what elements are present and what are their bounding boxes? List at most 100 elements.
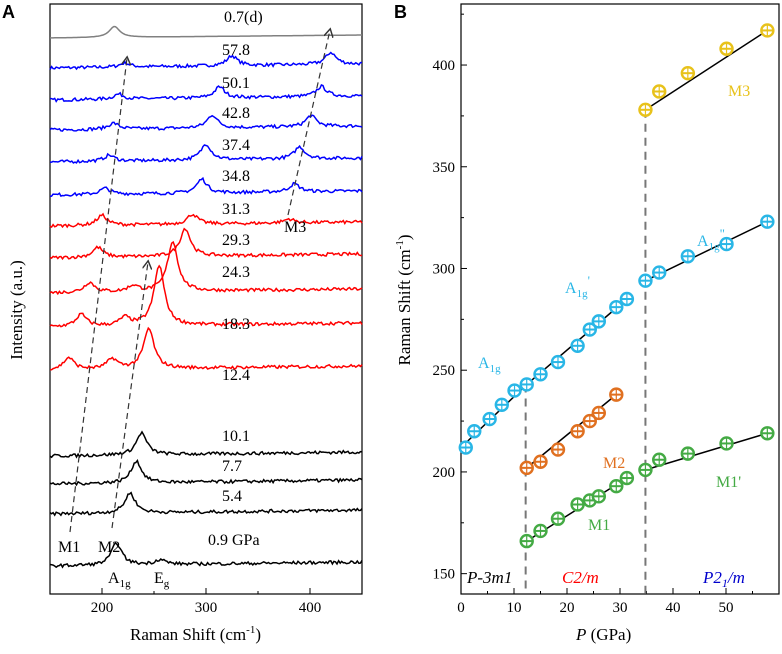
panel-a-x-ticks: 200 300 400 [49,588,363,616]
point-a1g [550,354,566,370]
point-a1g [680,249,696,264]
annot-a1g-base: A [108,570,120,587]
point-m1 [638,462,653,478]
spectrum-37-4 [49,144,363,164]
phase-p21m-end: /m [727,568,745,587]
b-ytick-label: 400 [433,58,456,74]
point-m2 [591,405,606,421]
phase-p21m-base: P2 [702,568,722,587]
spectrum-5-4 [49,491,363,517]
a-xtick-label: 300 [195,600,218,616]
b-ytick-label: 200 [433,465,456,481]
pressure-label: 57.8 [222,42,250,59]
panel-b-ylabel: Raman Shift (cm-1) [394,235,414,366]
label-a1g-prime-sub: 1g [577,288,589,300]
point-a1g [507,383,522,398]
spectrum-24-3 [49,240,363,296]
label-a1g-base: A [478,355,490,372]
panel-a-xlabel-sup: -1 [246,624,255,636]
pressure-label: 0.9 GPa [208,532,260,549]
spectrum-18-3 [49,264,363,328]
pressure-label: 29.3 [222,232,250,249]
panel-b-ylabel-end: ) [395,235,414,241]
point-a1g [494,397,510,412]
b-ytick-label: 250 [433,363,456,379]
point-m1 [652,452,667,467]
pressure-label: 42.8 [222,105,250,122]
point-a1g [482,411,497,427]
point-m1 [591,489,606,504]
b-ytick-label: 350 [433,160,456,176]
label-a1g-sub: 1g [490,363,502,375]
spectrum-0-7-d- [50,25,362,39]
a-xtick-label: 400 [299,600,322,616]
label-a1g-prime: A1g' [565,273,590,300]
point-m3 [719,41,734,56]
point-a1g [533,367,548,382]
label-a1g-prime-base: A [565,280,577,297]
b-xtick-label: 0 [457,600,465,616]
point-m1 [760,426,775,441]
spectrum-34-8 [49,176,363,198]
spectrum-42-8 [49,114,363,132]
panel-b-ylabel-sup: -1 [394,240,406,249]
label-m3: M3 [728,83,750,100]
annot-eg-base: E [154,570,164,587]
point-a1g [638,273,653,288]
point-m2 [570,424,585,439]
point-a1g [652,265,667,280]
panel-a-spectra [49,25,363,569]
panel-a-xlabel: Raman Shift (cm-1) [130,624,261,644]
panel-b-ylabel-base: Raman Shift (cm [395,249,414,365]
point-m1 [619,470,635,486]
pressure-label: 18.3 [222,316,250,333]
spectrum-50-1 [50,84,363,103]
point-m3 [680,65,696,81]
point-m2 [582,413,597,429]
panel-a-arrows [69,30,330,533]
point-a1g [570,338,585,353]
label-a1g-dprime-mark: " [720,226,725,241]
phase-c2m: C2/m [562,568,599,587]
label-m1-prime: M1' [716,474,741,491]
pressure-label: 24.3 [222,264,250,281]
panel-a-xlabel-end: ) [255,625,261,644]
phase-p21m-sub: 1 [722,576,728,590]
panel-a-ylabel: Intensity (a.u.) [7,260,26,360]
panel-a-pressure-labels: 0.7(d) 57.8 50.1 42.8 37.4 34.8 31.3 29.3 24.3 18… [208,9,263,549]
b-xtick-label: 50 [719,600,734,616]
pressure-label: 5.4 [222,488,242,505]
label-m1: M1 [588,517,610,534]
spectrum-7-7 [49,459,363,487]
b-xtick-label: 20 [560,600,575,616]
b-xtick-label: 40 [666,600,681,616]
spectrum-57-8 [49,51,363,71]
point-m3 [652,84,667,99]
arrow-1 [69,58,127,533]
b-xtick-label: 30 [613,600,628,616]
arrow-3 [287,30,330,216]
panel-b-xlabel-rest: (GPa) [586,625,631,644]
label-a1g-dprime-sub: 1g [709,241,721,253]
b-ytick-label: 300 [433,261,456,277]
point-a1g [582,322,597,337]
panel-letter-a: A [2,2,15,22]
annot-m3: M3 [284,219,306,236]
label-a1g-dprime-base: A [697,233,709,250]
pressure-label: 12.4 [222,367,250,384]
pressure-label: 34.8 [222,168,250,185]
annot-a1g: A1g [108,570,131,590]
panel-b-xlabel: P (GPa) [575,625,631,644]
arrow-2 [111,262,148,529]
panel-b-xlabel-italic: P [575,625,586,644]
point-m3 [638,102,653,117]
spectrum-31-3 [49,212,363,229]
panel-b-phase-boundaries [524,109,647,594]
pressure-label: 37.4 [222,137,250,154]
point-a1g [609,299,624,315]
annot-eg-sub: g [164,578,170,590]
spectrum-0-9-GPa [49,541,363,569]
label-a1g: A1g [478,355,501,375]
pressure-label: 50.1 [222,75,250,92]
phase-p21m: P21/m [702,568,745,590]
